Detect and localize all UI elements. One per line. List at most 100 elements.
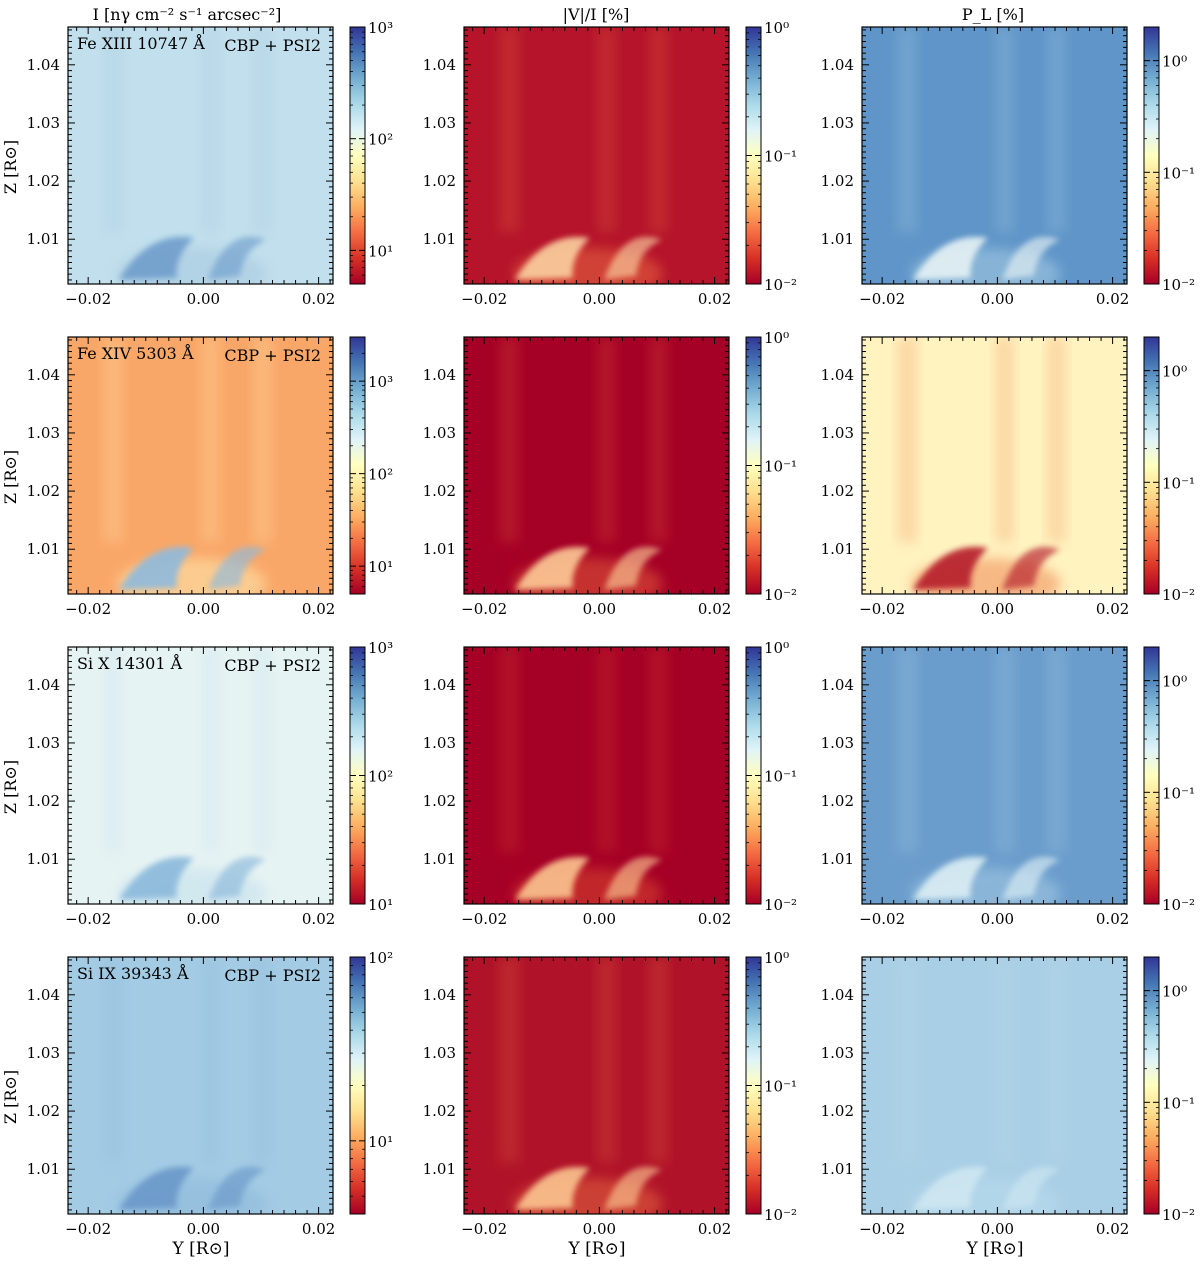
plume-3 bbox=[1046, 27, 1066, 233]
plume-1 bbox=[103, 337, 124, 543]
colorbar-tick-label: 10⁻¹ bbox=[1162, 474, 1195, 492]
panel-r4-c3: −0.02 0.00 0.02 1.04 1.03 1.02 1.01 10⁰ 10⁻¹ 10⁻²… bbox=[821, 956, 1195, 1259]
y-tick-label: 1.03 bbox=[423, 424, 456, 442]
colorbar: 10⁰ 10⁻¹ 10⁻² bbox=[745, 329, 797, 604]
axes-frame bbox=[861, 336, 1128, 595]
y-tick-label: 1.01 bbox=[423, 540, 456, 558]
loop-left bbox=[514, 236, 590, 280]
plume-1 bbox=[499, 27, 520, 233]
y-tick-label: 1.04 bbox=[423, 56, 456, 74]
colorbar-tick-label: 10⁻² bbox=[1162, 1206, 1195, 1224]
x-tick-label: 0.00 bbox=[187, 290, 220, 308]
colorbar-tick-label: 10⁻¹ bbox=[1162, 784, 1195, 802]
x-tick-label: 0.00 bbox=[981, 1220, 1014, 1238]
plume-3 bbox=[1046, 647, 1066, 853]
axes-frame bbox=[463, 646, 730, 905]
plume-2 bbox=[597, 957, 617, 1163]
x-tick-label: 0.02 bbox=[302, 1220, 335, 1238]
heatmap-structures bbox=[499, 337, 668, 594]
model-label: CBP + PSI2 bbox=[224, 656, 321, 675]
plume-2 bbox=[995, 647, 1015, 853]
x-tick-label: 0.00 bbox=[583, 910, 616, 928]
colorbar-tick-label: 10⁻² bbox=[1162, 586, 1195, 604]
colorbar: 10⁰ 10⁻¹ 10⁻² bbox=[1143, 956, 1195, 1224]
y-tick-label: 1.01 bbox=[27, 1160, 60, 1178]
y-tick-label: 1.02 bbox=[27, 1102, 60, 1120]
panel-r4-c2: −0.02 0.00 0.02 1.04 1.03 1.02 1.01 10⁰ 10⁻¹ 10⁻²… bbox=[423, 949, 797, 1259]
loop-left bbox=[912, 1166, 988, 1210]
heatmap-structures bbox=[897, 957, 1066, 1214]
y-tick-label: 1.01 bbox=[423, 1160, 456, 1178]
y-axis-label: Z [R⊙] bbox=[1, 1070, 20, 1124]
y-tick-label: 1.02 bbox=[27, 172, 60, 190]
y-tick-label: 1.02 bbox=[821, 1102, 854, 1120]
spectral-line-label: Si X 14301 Å bbox=[77, 653, 183, 673]
y-tick-label: 1.02 bbox=[423, 1102, 456, 1120]
colorbar-gradient bbox=[1143, 26, 1160, 285]
y-tick-label: 1.02 bbox=[821, 482, 854, 500]
x-tick-label: 0.02 bbox=[1096, 1220, 1129, 1238]
colorbar-tick-label: 10¹ bbox=[368, 1133, 393, 1151]
colorbar: 10³ 10² 10¹ bbox=[349, 336, 393, 595]
colorbar-gradient bbox=[349, 26, 366, 285]
colorbar-tick-label: 10³ bbox=[368, 19, 393, 37]
x-tick-label: 0.00 bbox=[981, 290, 1014, 308]
colorbar-gradient bbox=[1143, 336, 1160, 595]
plume-2 bbox=[201, 957, 221, 1163]
axes-frame bbox=[861, 956, 1128, 1215]
colorbar-tick-label: 10⁻² bbox=[764, 276, 797, 294]
plume-2 bbox=[995, 957, 1015, 1163]
spectral-line-label: Si IX 39343 Å bbox=[77, 963, 189, 983]
loop-right bbox=[603, 546, 662, 590]
axes-frame bbox=[67, 956, 334, 1215]
plume-1 bbox=[897, 27, 918, 233]
axis-ticks bbox=[68, 337, 333, 594]
colorbar: 10⁰ 10⁻¹ 10⁻² bbox=[745, 19, 797, 294]
loop-right bbox=[207, 1166, 266, 1210]
y-tick-label: 1.01 bbox=[821, 1160, 854, 1178]
plume-2 bbox=[597, 337, 617, 543]
loop-left bbox=[118, 236, 194, 280]
plume-1 bbox=[499, 647, 520, 853]
plume-1 bbox=[897, 957, 918, 1163]
y-tick-label: 1.01 bbox=[821, 850, 854, 868]
colorbar-tick-label: 10² bbox=[368, 768, 393, 786]
x-tick-label: −0.02 bbox=[65, 600, 111, 618]
plume-2 bbox=[597, 647, 617, 853]
plume-2 bbox=[995, 27, 1015, 233]
axes-frame bbox=[463, 336, 730, 595]
y-tick-label: 1.03 bbox=[27, 1044, 60, 1062]
x-tick-label: 0.02 bbox=[698, 600, 731, 618]
x-tick-label: −0.02 bbox=[859, 290, 905, 308]
loop-right bbox=[207, 856, 266, 900]
colorbar: 10⁰ 10⁻¹ 10⁻² bbox=[1143, 646, 1195, 914]
x-tick-label: 0.00 bbox=[583, 600, 616, 618]
y-tick-label: 1.04 bbox=[423, 366, 456, 384]
panel-r1-c2: −0.02 0.00 0.02 1.04 1.03 1.02 1.01 10⁰ 10⁻¹ 10⁻² bbox=[423, 19, 797, 308]
colorbar-tick-label: 10⁰ bbox=[764, 949, 789, 967]
colorbar-tick-label: 10⁻¹ bbox=[764, 148, 797, 166]
column-title-2: |V|/I [%] bbox=[563, 5, 630, 24]
colorbar-gradient bbox=[1143, 646, 1160, 905]
panel-r1-c1: −0.02 0.00 0.02 1.04 1.03 1.02 1.01 10³ 10² 10¹ Fe… bbox=[1, 19, 393, 308]
loop-right bbox=[1001, 546, 1060, 590]
colorbar-tick-label: 10⁻¹ bbox=[764, 1078, 797, 1096]
axes-frame bbox=[861, 646, 1128, 905]
plume-1 bbox=[897, 337, 918, 543]
y-axis-label: Z [R⊙] bbox=[1, 140, 20, 194]
x-tick-label: −0.02 bbox=[859, 600, 905, 618]
loop-right bbox=[603, 1166, 662, 1210]
colorbar-tick-label: 10² bbox=[368, 466, 393, 484]
x-tick-label: −0.02 bbox=[65, 290, 111, 308]
y-tick-label: 1.04 bbox=[27, 366, 60, 384]
y-tick-label: 1.01 bbox=[27, 850, 60, 868]
loop-right bbox=[1001, 236, 1060, 280]
y-tick-label: 1.02 bbox=[27, 482, 60, 500]
colorbar-tick-label: 10³ bbox=[368, 373, 393, 391]
y-tick-label: 1.03 bbox=[423, 734, 456, 752]
axis-ticks bbox=[862, 27, 1127, 284]
colorbar-tick-label: 10⁰ bbox=[1162, 53, 1187, 71]
colorbar: 10⁰ 10⁻¹ 10⁻² bbox=[745, 639, 797, 914]
plume-1 bbox=[103, 957, 124, 1163]
